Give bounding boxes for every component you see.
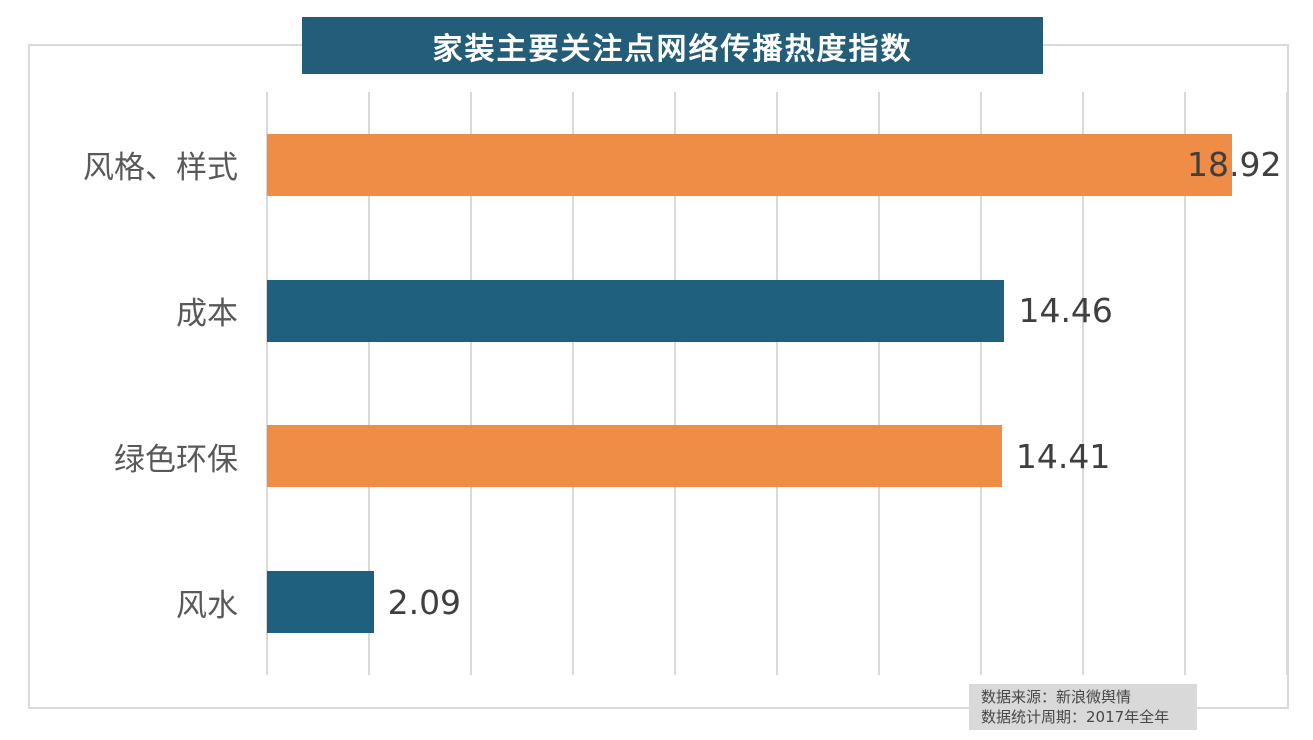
bar [267, 425, 1002, 488]
gridline [980, 92, 982, 675]
category-label: 风格、样式 [83, 150, 238, 187]
chart-title: 家装主要关注点网络传播热度指数 [302, 17, 1043, 74]
value-label: 14.46 [1018, 291, 1113, 331]
gridline [1286, 92, 1288, 675]
value-label: 2.09 [387, 582, 462, 622]
footnote-box: 数据来源：新浪微舆情 数据统计周期：2017年全年 [969, 684, 1197, 730]
gridline [368, 92, 370, 675]
gridline [878, 92, 880, 675]
gridline [674, 92, 676, 675]
gridline [1082, 92, 1084, 675]
category-axis: 风格、样式成本绿色环保风水 [30, 92, 238, 675]
category-label: 风水 [176, 587, 238, 624]
category-label: 成本 [176, 296, 238, 333]
value-label: 14.41 [1015, 436, 1111, 476]
gridline [572, 92, 574, 675]
footnote-period-line: 数据统计周期：2017年全年 [981, 708, 1170, 726]
bar [267, 133, 1232, 196]
category-label: 绿色环保 [114, 441, 238, 478]
gridline [470, 92, 472, 675]
bar [267, 279, 1005, 342]
bar [267, 571, 374, 634]
gridline [776, 92, 778, 675]
value-label: 18.92 [1187, 145, 1282, 185]
gridline [266, 92, 268, 675]
gridline [1184, 92, 1186, 675]
footnote-source-line: 数据来源：新浪微舆情 [981, 688, 1132, 706]
plot-area: 18.92 14.46 14.41 2.09 [266, 92, 1288, 675]
